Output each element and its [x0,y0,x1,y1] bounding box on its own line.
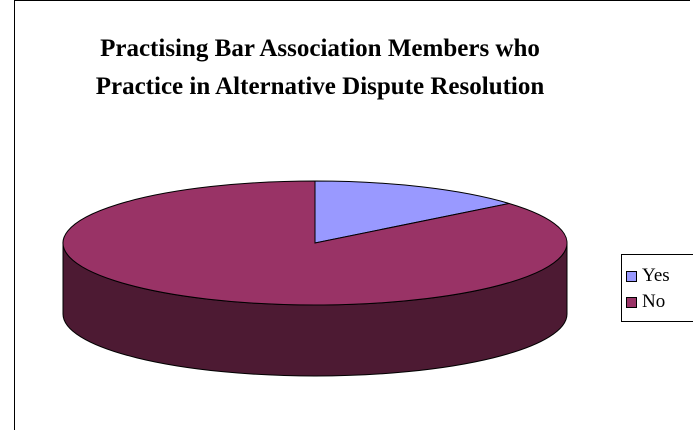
chart-title-line-1: Practising Bar Association Members who [100,35,540,62]
chart-title-line-2: Practice in Alternative Dispute Resoluti… [95,73,545,100]
legend-swatch-yes [626,270,637,282]
legend-label-no: No [642,291,666,312]
legend-item-no: No [626,291,666,312]
chart-legend: Yes No [621,254,693,322]
chart-title: Practising Bar Association Members who P… [70,30,570,106]
legend-swatch-no [626,296,637,308]
legend-item-yes: Yes [626,265,670,286]
pie-slice-yes [314,180,510,244]
legend-label-yes: Yes [642,265,670,286]
pie-slice-no [62,180,568,306]
